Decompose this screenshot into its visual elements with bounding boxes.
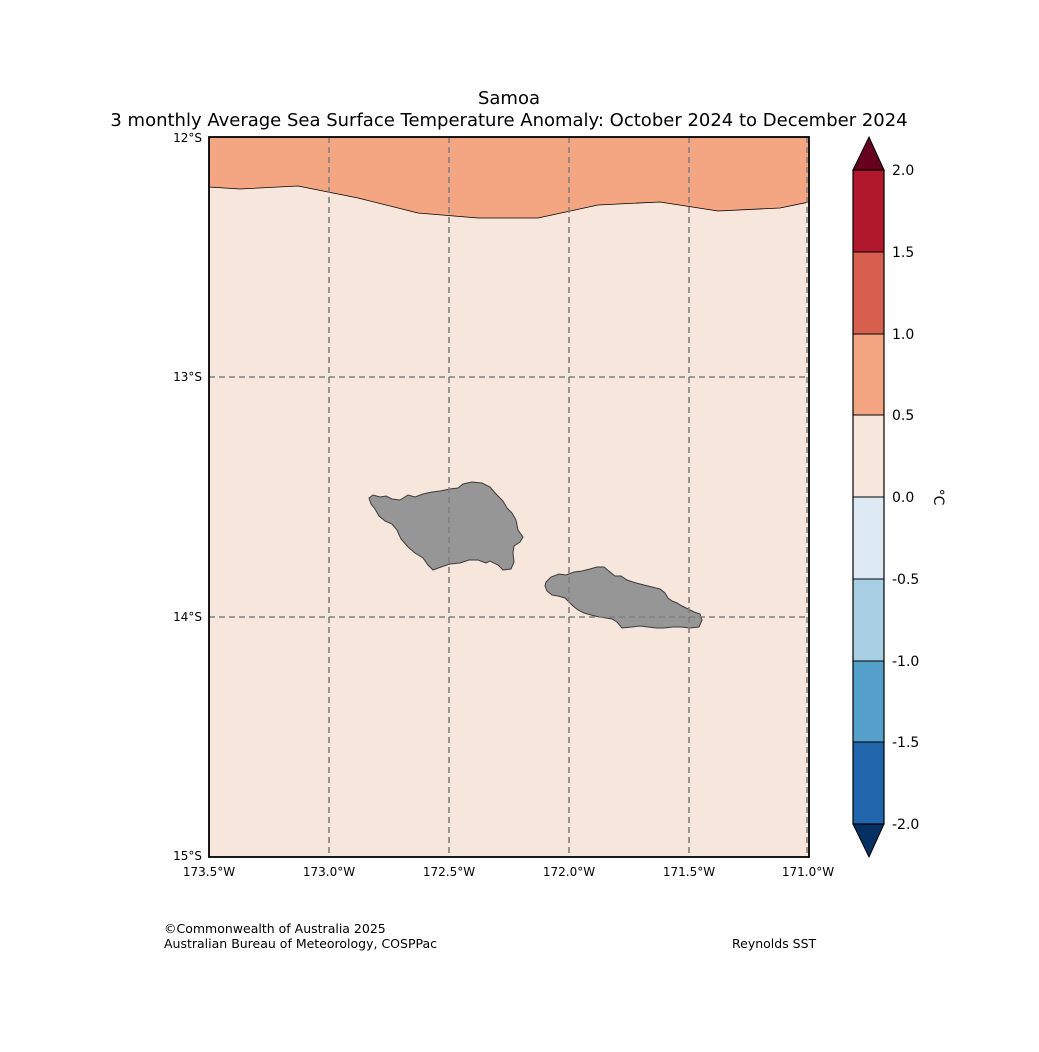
colorbar-tick-0-0: 0.0 <box>892 490 914 506</box>
footer-agency: Australian Bureau of Meteorology, COSPPa… <box>164 936 437 951</box>
lon-tick-171-0w: 171.0°W <box>782 865 834 879</box>
chart-subtitle: 3 monthly Average Sea Surface Temperatur… <box>110 110 908 131</box>
lon-tick-172-5w: 172.5°W <box>423 865 475 879</box>
footer-copyright: ©Commonwealth of Australia 2025 <box>164 921 386 936</box>
lat-tick-12s: 12°S <box>173 131 202 145</box>
colorbar-bin-neg0-5-0-0 <box>853 497 884 579</box>
colorbar-bin-neg1-0-neg0-5 <box>853 579 884 661</box>
colorbar-tick-2-0: 2.0 <box>892 163 914 179</box>
colorbar: 2.0 1.5 1.0 0.5 0.0 -0.5 -1.0 -1.5 -2.0 … <box>852 135 946 859</box>
footer-credits: ©Commonwealth of Australia 2025 Australi… <box>164 921 437 951</box>
colorbar-tick-neg0-5: -0.5 <box>892 572 919 588</box>
lat-tick-15s: 15°S <box>173 849 202 863</box>
colorbar-tick-1-0: 1.0 <box>892 327 914 343</box>
colorbar-bin-0-0-0-5 <box>853 415 884 497</box>
lon-tick-173-5w: 173.5°W <box>183 865 235 879</box>
colorbar-bin-neg1-5-neg1-0 <box>853 661 884 742</box>
lon-tick-172-0w: 172.0°W <box>543 865 595 879</box>
colorbar-tick-0-5: 0.5 <box>892 408 914 424</box>
lat-tick-14s: 14°S <box>173 610 202 624</box>
anomaly-band-0-5-to-1-0 <box>208 136 810 219</box>
lat-tick-13s: 13°S <box>173 370 202 384</box>
colorbar-extend-max <box>852 135 885 171</box>
colorbar-tick-1-5: 1.5 <box>892 245 914 261</box>
colorbar-bin-1-0-1-5 <box>853 252 884 334</box>
colorbar-bin-1-5-2-0 <box>853 170 884 252</box>
map-frame <box>208 136 810 858</box>
colorbar-extend-min <box>852 823 885 859</box>
land-upolu <box>544 566 703 629</box>
map-gridlines <box>209 137 809 857</box>
lon-tick-173-0w: 173.0°W <box>303 865 355 879</box>
footer-dataset: Reynolds SST <box>732 936 817 951</box>
colorbar-bin-neg2-0-neg1-5 <box>853 742 884 824</box>
colorbar-tick-neg1-0: -1.0 <box>892 654 919 670</box>
map-ocean-anomaly-field <box>209 137 809 857</box>
colorbar-bin-0-5-1-0 <box>853 334 884 415</box>
colorbar-tick-neg1-5: -1.5 <box>892 735 919 751</box>
lon-tick-171-5w: 171.5°W <box>663 865 715 879</box>
colorbar-tick-neg2-0: -2.0 <box>892 817 919 833</box>
colorbar-unit-label: °C <box>930 489 946 506</box>
land-savaii <box>368 481 524 571</box>
chart-title: Samoa <box>477 88 541 109</box>
